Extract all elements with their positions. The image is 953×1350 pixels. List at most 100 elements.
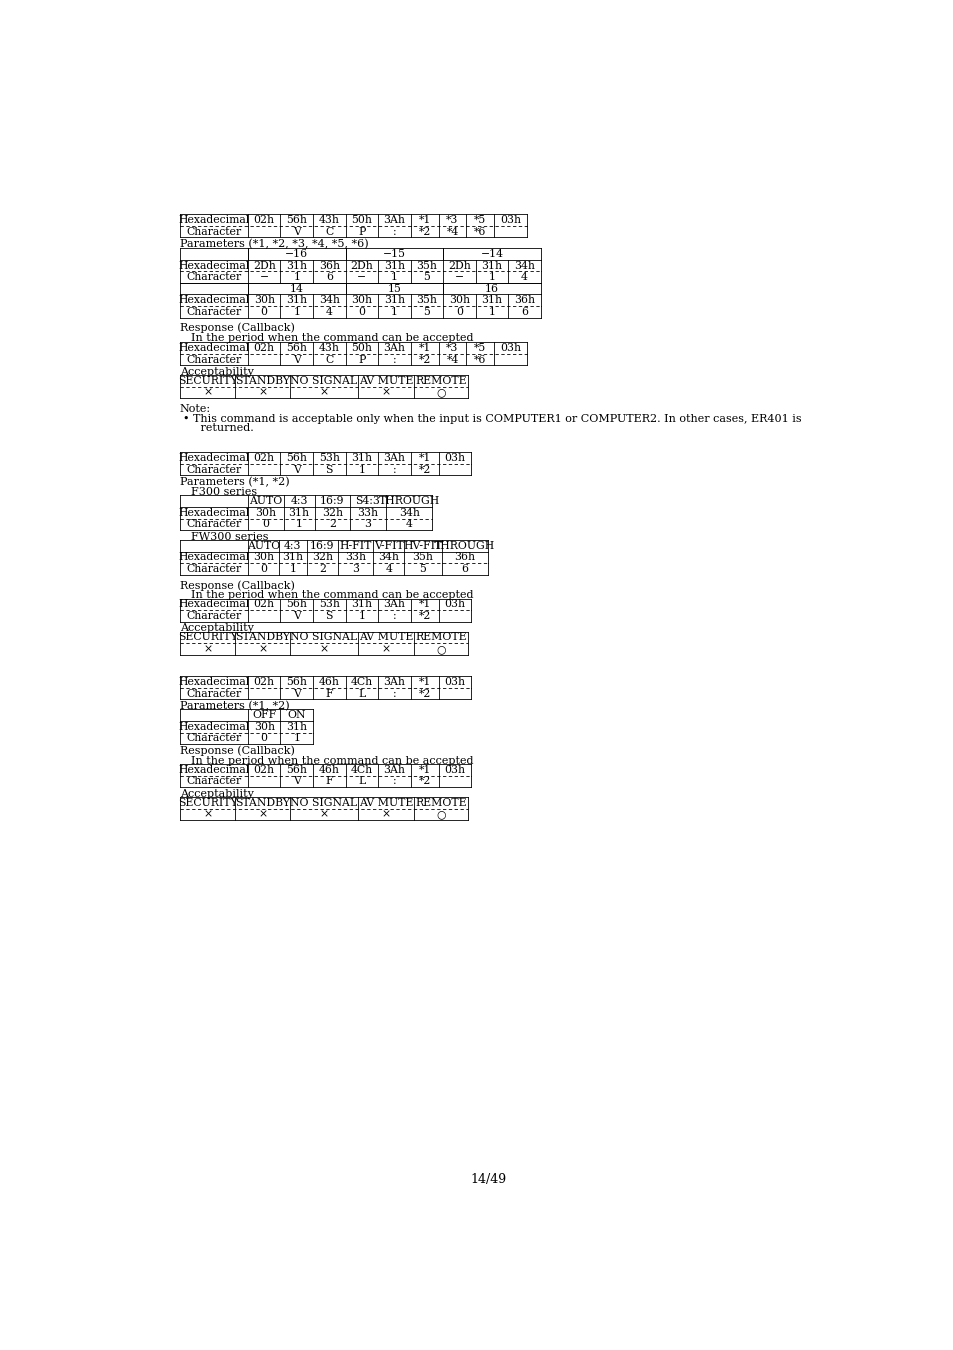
- Text: P: P: [357, 227, 365, 236]
- Text: 5: 5: [423, 273, 430, 282]
- Text: 43h: 43h: [318, 215, 339, 225]
- Text: 31h: 31h: [383, 296, 404, 305]
- Text: V: V: [293, 227, 300, 236]
- Text: 53h: 53h: [318, 454, 339, 463]
- Text: :: :: [392, 355, 395, 364]
- Text: Parameters (*1, *2): Parameters (*1, *2): [179, 477, 289, 487]
- Text: −: −: [455, 273, 463, 282]
- Text: 3Ah: 3Ah: [383, 678, 405, 687]
- Text: Character: Character: [186, 273, 241, 282]
- Text: 30h: 30h: [253, 296, 274, 305]
- Text: 35h: 35h: [416, 261, 436, 270]
- Text: HV-FIT: HV-FIT: [403, 541, 442, 551]
- Text: ×: ×: [258, 810, 267, 819]
- Text: 31h: 31h: [383, 261, 404, 270]
- Text: Parameters (*1, *2): Parameters (*1, *2): [179, 701, 289, 711]
- Text: ○: ○: [436, 644, 445, 653]
- Text: 16:9: 16:9: [320, 497, 344, 506]
- Text: 35h: 35h: [413, 552, 433, 563]
- Text: 1: 1: [295, 520, 302, 529]
- Text: :: :: [392, 688, 395, 699]
- Text: V: V: [293, 612, 300, 621]
- Text: 31h: 31h: [282, 552, 303, 563]
- Text: FW300 series: FW300 series: [191, 532, 268, 541]
- Text: AUTO: AUTO: [249, 497, 282, 506]
- Text: 34h: 34h: [378, 552, 399, 563]
- Text: THROUGH: THROUGH: [434, 541, 495, 551]
- Text: *3: *3: [446, 215, 458, 225]
- Text: In the period when the command can be accepted: In the period when the command can be ac…: [191, 333, 473, 343]
- Text: *4: *4: [446, 227, 458, 236]
- Text: 03h: 03h: [499, 343, 520, 352]
- Text: ×: ×: [381, 387, 390, 398]
- Text: 31h: 31h: [351, 599, 372, 609]
- Text: 15: 15: [387, 284, 401, 294]
- Text: Hexadecimal: Hexadecimal: [178, 261, 249, 270]
- Text: :: :: [392, 464, 395, 475]
- Text: 03h: 03h: [499, 215, 520, 225]
- Text: 2: 2: [329, 520, 335, 529]
- Text: AV MUTE: AV MUTE: [358, 798, 413, 809]
- Text: Character: Character: [186, 520, 241, 529]
- Text: Hexadecimal: Hexadecimal: [178, 765, 249, 775]
- Text: Acceptability: Acceptability: [179, 788, 253, 799]
- Text: Parameters (*1, *2, *3, *4, *5, *6): Parameters (*1, *2, *3, *4, *5, *6): [179, 239, 368, 250]
- Text: 43h: 43h: [318, 343, 339, 352]
- Text: *2: *2: [418, 612, 431, 621]
- Text: REMOTE: REMOTE: [415, 798, 466, 809]
- Text: SECURITY: SECURITY: [177, 632, 237, 643]
- Text: ×: ×: [381, 644, 390, 653]
- Text: 4Ch: 4Ch: [351, 678, 373, 687]
- Text: STANDBY: STANDBY: [234, 798, 290, 809]
- Text: 30h: 30h: [351, 296, 372, 305]
- Text: 56h: 56h: [286, 454, 307, 463]
- Text: STANDBY: STANDBY: [234, 377, 290, 386]
- Text: 31h: 31h: [351, 454, 372, 463]
- Text: 02h: 02h: [253, 765, 274, 775]
- Text: 56h: 56h: [286, 599, 307, 609]
- Text: *2: *2: [418, 464, 431, 475]
- Text: 31h: 31h: [286, 722, 307, 732]
- Text: V: V: [293, 776, 300, 787]
- Text: *2: *2: [418, 355, 431, 364]
- Text: Note:: Note:: [179, 404, 211, 414]
- Text: SECURITY: SECURITY: [177, 798, 237, 809]
- Text: *5: *5: [474, 215, 486, 225]
- Text: 16: 16: [484, 284, 498, 294]
- Text: SECURITY: SECURITY: [177, 377, 237, 386]
- Text: *1: *1: [418, 765, 431, 775]
- Text: NO SIGNAL: NO SIGNAL: [290, 632, 357, 643]
- Text: Hexadecimal: Hexadecimal: [178, 296, 249, 305]
- Text: 3: 3: [364, 520, 371, 529]
- Text: 30h: 30h: [253, 552, 274, 563]
- Text: 53h: 53h: [318, 599, 339, 609]
- Text: 50h: 50h: [351, 215, 372, 225]
- Text: 1: 1: [293, 306, 300, 317]
- Text: −15: −15: [382, 248, 405, 259]
- Text: 56h: 56h: [286, 765, 307, 775]
- Text: 6: 6: [461, 564, 468, 574]
- Text: 3Ah: 3Ah: [383, 599, 405, 609]
- Text: −: −: [356, 273, 366, 282]
- Text: H-FIT: H-FIT: [339, 541, 372, 551]
- Text: F: F: [325, 776, 333, 787]
- Text: 30h: 30h: [253, 722, 274, 732]
- Text: 56h: 56h: [286, 678, 307, 687]
- Text: 33h: 33h: [357, 508, 378, 518]
- Text: 3Ah: 3Ah: [383, 765, 405, 775]
- Text: Character: Character: [186, 355, 241, 364]
- Text: L: L: [357, 688, 365, 699]
- Text: 31h: 31h: [286, 296, 307, 305]
- Text: 1: 1: [391, 306, 397, 317]
- Text: Character: Character: [186, 306, 241, 317]
- Text: AV MUTE: AV MUTE: [358, 632, 413, 643]
- Text: S: S: [325, 612, 333, 621]
- Text: :: :: [392, 612, 395, 621]
- Text: 31h: 31h: [481, 296, 502, 305]
- Text: 5: 5: [419, 564, 426, 574]
- Text: 02h: 02h: [253, 454, 274, 463]
- Text: REMOTE: REMOTE: [415, 377, 466, 386]
- Text: Character: Character: [186, 612, 241, 621]
- Text: 33h: 33h: [345, 552, 366, 563]
- Text: *1: *1: [418, 343, 431, 352]
